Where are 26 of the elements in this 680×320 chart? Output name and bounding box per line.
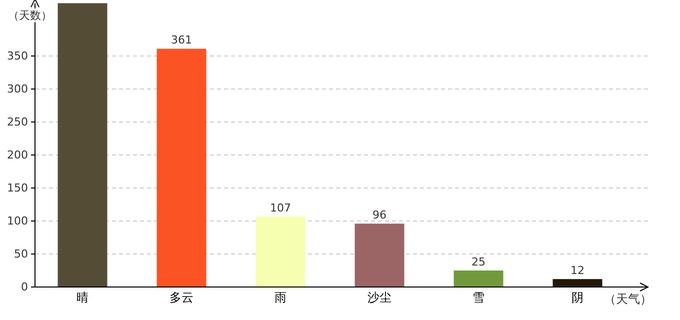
bar [552,279,602,287]
bar [354,224,404,287]
y-tick-label: 0 [21,280,28,294]
y-tick-label: 350 [7,50,28,63]
x-tick-label: 沙尘 [368,290,392,305]
x-tick-label: 多云 [170,290,194,305]
y-tick-label: 50 [14,248,28,261]
bar [454,270,504,287]
bar [156,48,206,287]
data-label: 12 [570,264,584,278]
y-tick-label: 300 [7,82,28,96]
y-tick-label: 250 [7,116,28,129]
y-tick-label: 150 [7,182,28,195]
data-label: 96 [372,208,386,222]
data-label: 107 [270,201,291,214]
data-label: 25 [472,256,486,268]
x-tick-label: 晴 [76,290,88,305]
x-axis-title: （天气） [604,292,652,306]
bar [58,3,108,287]
bar [256,216,306,287]
x-tick-label: 雪 [472,290,484,305]
data-label: 361 [171,34,192,47]
y-tick-label: 100 [7,214,28,228]
x-tick-label: 阴 [572,290,584,305]
y-tick-label: 200 [7,148,28,162]
x-tick-label: 雨 [274,290,286,305]
